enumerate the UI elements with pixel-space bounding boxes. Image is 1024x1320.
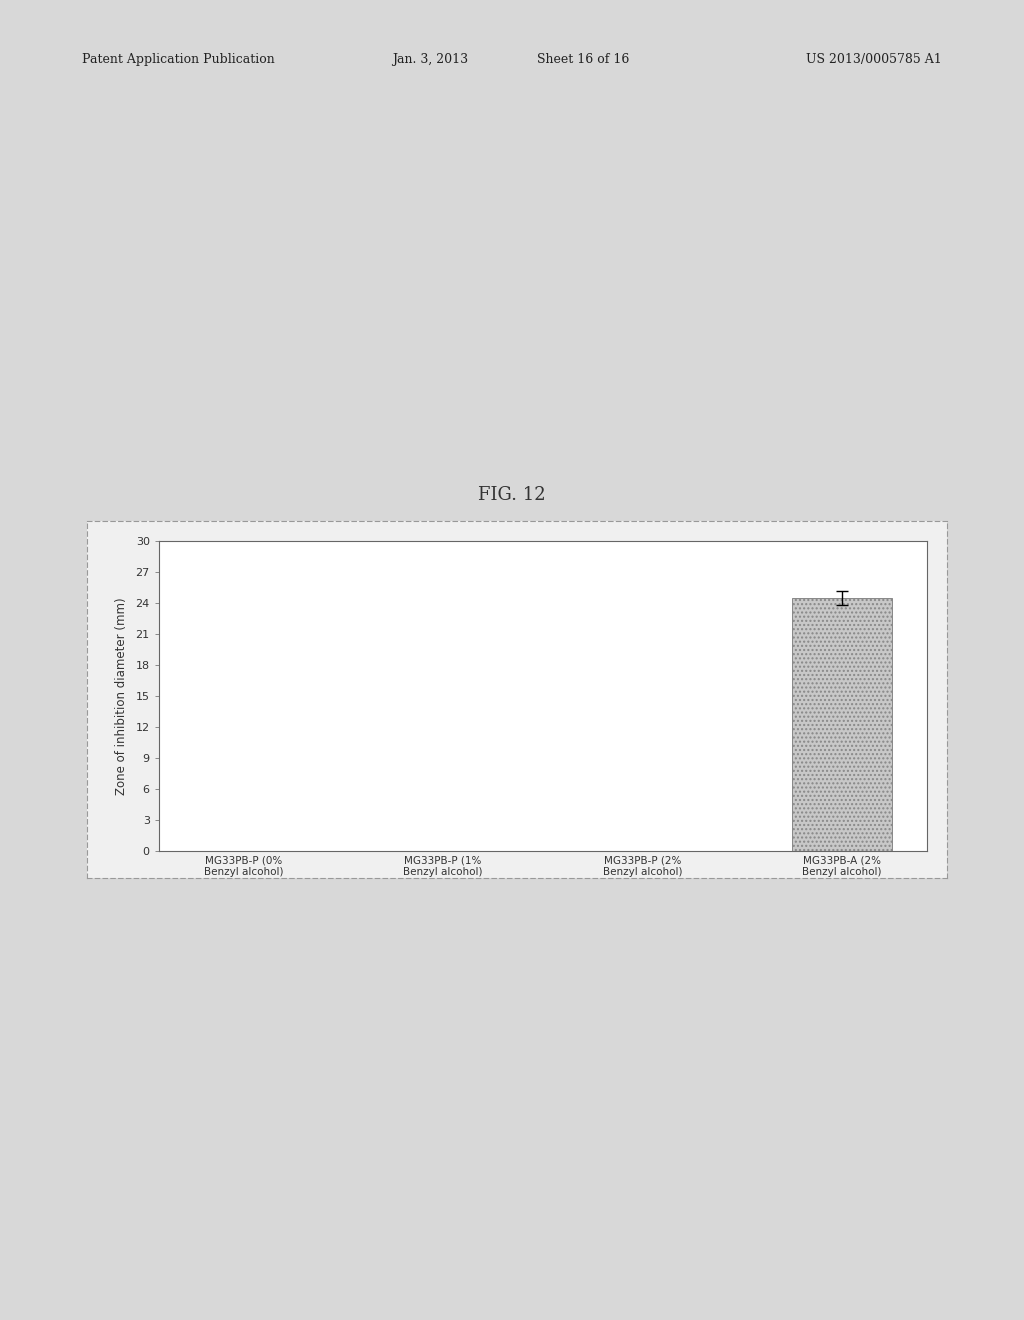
Text: Jan. 3, 2013: Jan. 3, 2013 [392,53,468,66]
Text: FIG. 12: FIG. 12 [478,486,546,504]
Text: Patent Application Publication: Patent Application Publication [82,53,274,66]
Y-axis label: Zone of inhibition diameter (mm): Zone of inhibition diameter (mm) [116,598,128,795]
Text: Sheet 16 of 16: Sheet 16 of 16 [538,53,630,66]
Text: US 2013/0005785 A1: US 2013/0005785 A1 [806,53,942,66]
Bar [793,598,892,851]
